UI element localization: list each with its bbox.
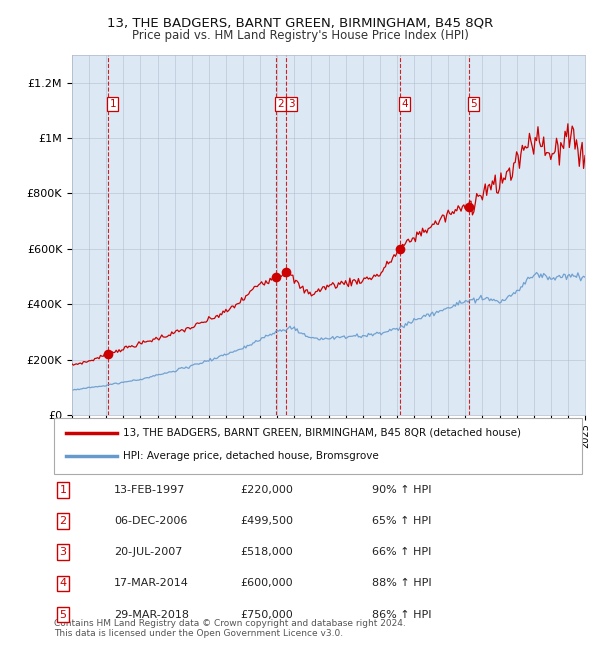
Text: HPI: Average price, detached house, Bromsgrove: HPI: Average price, detached house, Brom… (123, 451, 379, 461)
Text: 88% ↑ HPI: 88% ↑ HPI (372, 578, 431, 588)
Text: 3: 3 (288, 99, 295, 109)
Text: This data is licensed under the Open Government Licence v3.0.: This data is licensed under the Open Gov… (54, 629, 343, 638)
Text: Price paid vs. HM Land Registry's House Price Index (HPI): Price paid vs. HM Land Registry's House … (131, 29, 469, 42)
Text: 17-MAR-2014: 17-MAR-2014 (114, 578, 189, 588)
Text: 1: 1 (59, 485, 67, 495)
Text: 13, THE BADGERS, BARNT GREEN, BIRMINGHAM, B45 8QR (detached house): 13, THE BADGERS, BARNT GREEN, BIRMINGHAM… (123, 428, 521, 437)
Text: 2: 2 (277, 99, 284, 109)
Text: 2: 2 (59, 516, 67, 526)
Text: 13-FEB-1997: 13-FEB-1997 (114, 485, 185, 495)
Text: 20-JUL-2007: 20-JUL-2007 (114, 547, 182, 557)
Text: 90% ↑ HPI: 90% ↑ HPI (372, 485, 431, 495)
Text: 4: 4 (59, 578, 67, 588)
Text: 4: 4 (401, 99, 408, 109)
Text: Contains HM Land Registry data © Crown copyright and database right 2024.: Contains HM Land Registry data © Crown c… (54, 619, 406, 628)
Text: £499,500: £499,500 (240, 516, 293, 526)
Text: 5: 5 (59, 610, 67, 619)
Text: 3: 3 (59, 547, 67, 557)
Text: 5: 5 (470, 99, 477, 109)
Text: £518,000: £518,000 (240, 547, 293, 557)
Text: 06-DEC-2006: 06-DEC-2006 (114, 516, 187, 526)
Text: £750,000: £750,000 (240, 610, 293, 619)
Text: 13, THE BADGERS, BARNT GREEN, BIRMINGHAM, B45 8QR: 13, THE BADGERS, BARNT GREEN, BIRMINGHAM… (107, 16, 493, 29)
Text: 66% ↑ HPI: 66% ↑ HPI (372, 547, 431, 557)
Text: 65% ↑ HPI: 65% ↑ HPI (372, 516, 431, 526)
Text: 29-MAR-2018: 29-MAR-2018 (114, 610, 189, 619)
Text: 1: 1 (109, 99, 116, 109)
Text: 86% ↑ HPI: 86% ↑ HPI (372, 610, 431, 619)
Text: £600,000: £600,000 (240, 578, 293, 588)
Text: £220,000: £220,000 (240, 485, 293, 495)
